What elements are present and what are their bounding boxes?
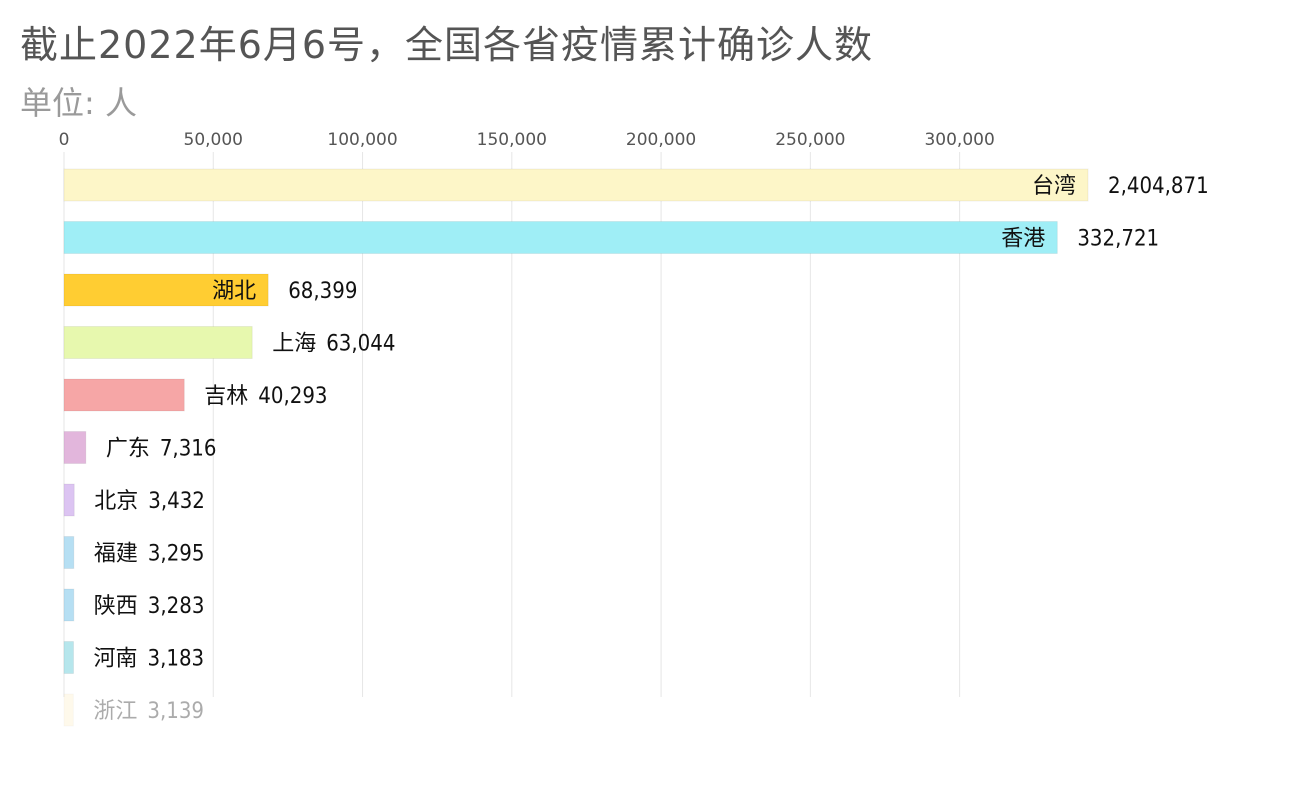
bar-value-label: 3,283 bbox=[148, 594, 205, 619]
bar-group: 广东 7,316 bbox=[63, 431, 217, 464]
bar bbox=[63, 431, 87, 464]
bar-category-label: 香港 bbox=[1001, 227, 1045, 252]
bar bbox=[63, 168, 1089, 202]
bar-category-label: 上海 bbox=[272, 332, 316, 357]
bar-value-label: 3,432 bbox=[148, 489, 205, 514]
bar-category-label: 广东 bbox=[106, 437, 150, 462]
bar bbox=[63, 588, 75, 622]
bar bbox=[63, 221, 1058, 254]
bar-group: 浙江 3,139 bbox=[64, 694, 204, 726]
bar bbox=[63, 326, 253, 359]
bar bbox=[63, 641, 75, 674]
bar-category-label: 台湾 bbox=[1032, 174, 1076, 199]
bar-value-label: 63,044 bbox=[326, 332, 395, 357]
x-tick-label: 0 bbox=[59, 130, 70, 150]
bar-value-label: 7,316 bbox=[160, 437, 217, 462]
x-tick-label: 150,000 bbox=[477, 130, 547, 150]
bar-group: 陕西 3,283 bbox=[63, 588, 205, 622]
bar-group: 上海 63,044 bbox=[63, 326, 395, 359]
x-tick-label: 50,000 bbox=[184, 130, 243, 150]
bar bbox=[63, 273, 269, 307]
x-tick-label: 200,000 bbox=[626, 130, 696, 150]
bar-group: 台湾 2,404,871 bbox=[63, 168, 1209, 202]
bar-category-label: 浙江 bbox=[93, 699, 137, 724]
chart-title: 截止2022年6月6号，全国各省疫情累计确诊人数 bbox=[20, 23, 874, 67]
bar-category-label: 湖北 bbox=[212, 279, 256, 304]
bar-value-label: 3,295 bbox=[148, 542, 205, 567]
bar-group: 北京 3,432 bbox=[63, 483, 205, 517]
bar-category-label: 北京 bbox=[94, 489, 138, 514]
bar-category-label: 吉林 bbox=[204, 384, 248, 409]
bar-category-label: 福建 bbox=[94, 542, 138, 567]
bar-group: 香港 332,721 bbox=[63, 221, 1159, 254]
bar-value-label: 3,139 bbox=[147, 699, 204, 724]
bar bbox=[64, 694, 74, 726]
x-tick-label: 300,000 bbox=[924, 130, 994, 150]
bar-category-label: 陕西 bbox=[94, 594, 138, 619]
bar-category-label: 河南 bbox=[94, 647, 138, 672]
bar bbox=[63, 536, 75, 569]
bar-group: 湖北 68,399 bbox=[63, 273, 357, 307]
bar-value-label: 332,721 bbox=[1077, 227, 1159, 252]
x-tick-label: 250,000 bbox=[775, 130, 845, 150]
bar-group: 吉林 40,293 bbox=[63, 378, 328, 412]
bar bbox=[63, 378, 185, 412]
bar-group: 河南 3,183 bbox=[63, 641, 205, 674]
bar-group: 福建 3,295 bbox=[63, 536, 205, 569]
bar bbox=[63, 483, 75, 517]
x-tick-label: 100,000 bbox=[327, 130, 397, 150]
chart-subtitle: 单位: 人 bbox=[20, 84, 137, 122]
bar-value-label: 3,183 bbox=[148, 647, 205, 672]
bar-value-label: 68,399 bbox=[288, 279, 357, 304]
bar-value-label: 2,404,871 bbox=[1108, 174, 1209, 199]
bar-value-label: 40,293 bbox=[258, 384, 327, 409]
